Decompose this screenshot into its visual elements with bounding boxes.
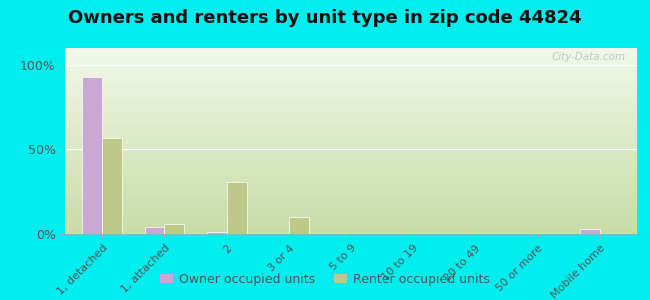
Bar: [102, 138, 122, 234]
Bar: [144, 227, 164, 234]
Text: City-Data.com: City-Data.com: [551, 52, 625, 62]
Bar: [227, 182, 246, 234]
Bar: [207, 232, 227, 234]
Bar: [580, 229, 600, 234]
Bar: [164, 224, 185, 234]
Legend: Owner occupied units, Renter occupied units: Owner occupied units, Renter occupied un…: [155, 268, 495, 291]
Text: Owners and renters by unit type in zip code 44824: Owners and renters by unit type in zip c…: [68, 9, 582, 27]
Bar: [289, 217, 309, 234]
Bar: [83, 77, 102, 234]
